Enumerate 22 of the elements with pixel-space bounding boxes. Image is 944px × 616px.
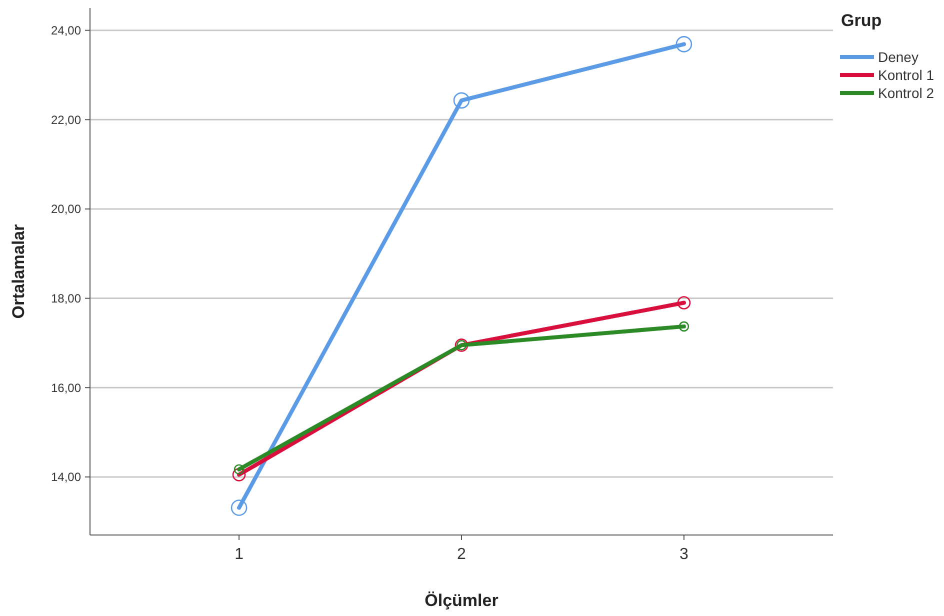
point	[453, 92, 470, 109]
point	[677, 296, 691, 310]
point	[678, 321, 690, 332]
x-axis-title: Ölçümler	[424, 591, 499, 610]
x-tick-label: 1	[234, 546, 244, 563]
point	[230, 500, 248, 516]
point	[232, 468, 246, 482]
y-tick-label: 24,00	[50, 24, 82, 38]
legend-label: Deney	[878, 48, 918, 65]
legend-label: Kontrol 2	[878, 84, 934, 101]
y-tick-label: 14,00	[50, 470, 82, 484]
point	[676, 36, 692, 52]
y-tick-label: 22,00	[50, 112, 82, 127]
point	[234, 464, 244, 474]
y-tick-label: 20,00	[50, 202, 82, 216]
x-tick-label: 2	[457, 546, 466, 563]
y-axis-title: Ortalamalar	[9, 224, 28, 319]
legend-label: Kontrol 1	[878, 66, 934, 83]
legend-title: Grup	[841, 11, 882, 30]
y-tick-label: 18,00	[50, 291, 82, 306]
x-tick-label: 3	[680, 546, 688, 563]
y-tick-label: 16,00	[50, 380, 82, 395]
